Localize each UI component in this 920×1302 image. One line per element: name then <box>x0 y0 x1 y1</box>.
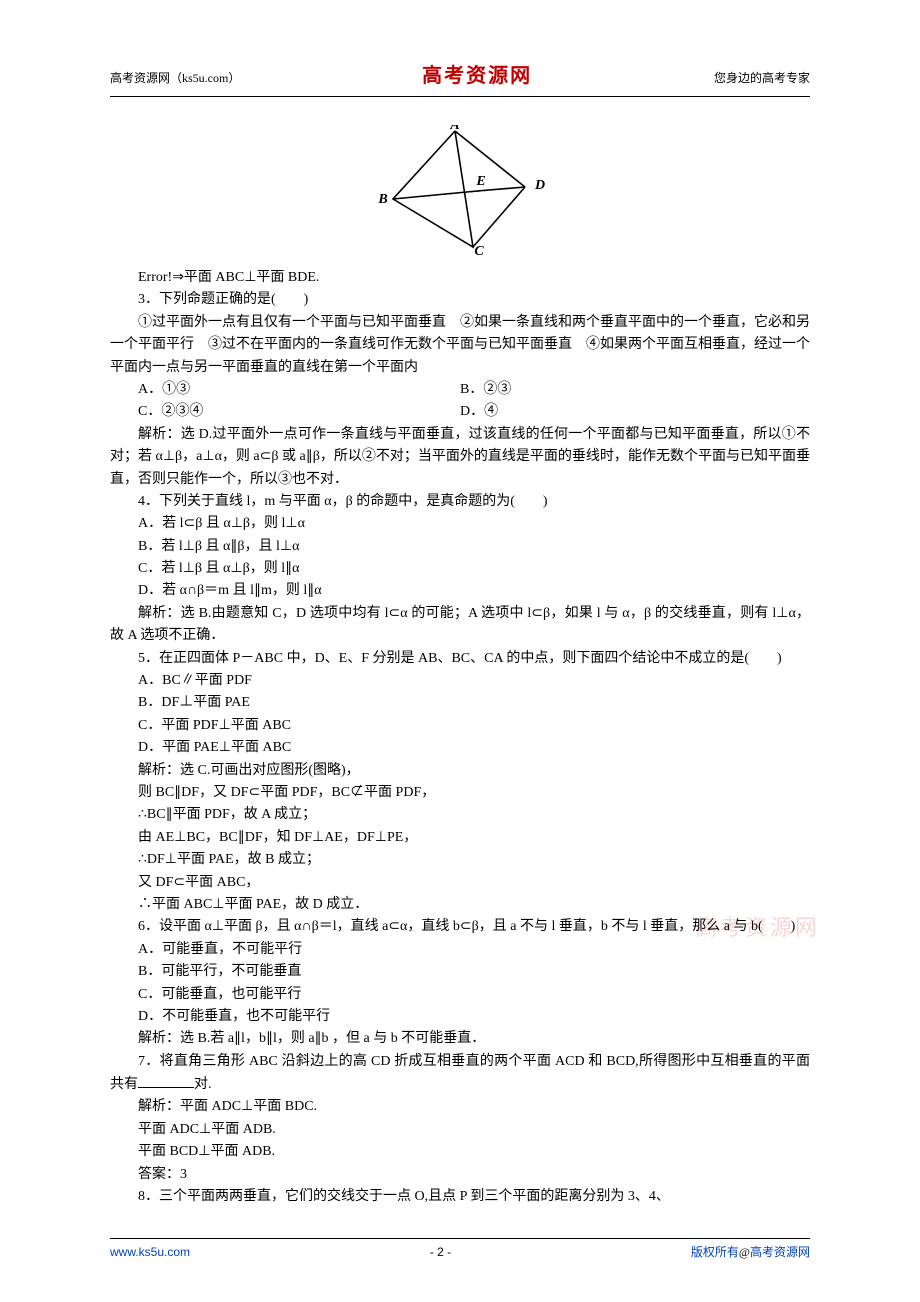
label-A: A <box>449 125 459 133</box>
q5-stem: 5．在正四面体 P－ABC 中，D、E、F 分别是 AB、BC、CA 的中点，则… <box>110 648 810 670</box>
q7-stem-post: 对. <box>194 1077 212 1092</box>
q5-opt-A: A．BC∥平面 PDF <box>110 670 810 692</box>
header-center-logo: 高考资源网 <box>422 60 532 92</box>
q3-body: ①过平面外一点有且仅有一个平面与已知平面垂直 ②如果一条直线和两个垂直平面中的一… <box>110 312 810 379</box>
q5-opt-D: D．平面 PAE⊥平面 ABC <box>110 737 810 759</box>
q6-opt-B: B．可能平行，不可能垂直 <box>110 961 810 983</box>
q3-head: 3．下列命题正确的是( ) <box>110 289 810 311</box>
q7-stem: 7．将直角三角形 ABC 沿斜边上的高 CD 折成互相垂直的两个平面 ACD 和… <box>110 1051 810 1097</box>
pre-line: Error!⇒平面 ABC⊥平面 BDE. <box>110 267 810 289</box>
q5-ans-1: 则 BC∥DF，又 DF⊂平面 PDF，BC⊄平面 PDF， <box>110 782 810 804</box>
q7-ans-3: 答案：3 <box>110 1164 810 1186</box>
q4-ans: 解析：选 B.由题意知 C，D 选项中均有 l⊂α 的可能；A 选项中 l⊂β，… <box>110 603 810 648</box>
q3-opts-row2: C．②③④ D．④ <box>110 401 810 423</box>
q3-opt-A: A．①③ <box>110 379 460 401</box>
q3-opt-C: C．②③④ <box>110 401 460 423</box>
q6-ans: 解析：选 B.若 a∥l，b∥l，则 a∥b ，但 a 与 b 不可能垂直． <box>110 1028 810 1050</box>
q7-ans-0: 解析：平面 ADC⊥平面 BDC. <box>110 1096 810 1118</box>
header-left: 高考资源网（ks5u.com） <box>110 69 240 88</box>
label-B: B <box>377 192 387 207</box>
q5-ans-2: ∴BC∥平面 PDF，故 A 成立； <box>110 804 810 826</box>
q6-opt-D: D．不可能垂直，也不可能平行 <box>110 1006 810 1028</box>
footer-right-prefix: 版权所有 <box>691 1245 739 1259</box>
footer-url: www.ks5u.com <box>110 1243 190 1262</box>
q3-ans: 解析：选 D.过平面外一点可作一条直线与平面垂直，过该直线的任何一个平面都与已知… <box>110 424 810 491</box>
q3-opts-row1: A．①③ B．②③ <box>110 379 810 401</box>
q5-opt-C: C．平面 PDF⊥平面 ABC <box>110 715 810 737</box>
tetrahedron-diagram: A B C D E <box>110 125 810 255</box>
q8-stem: 8．三个平面两两垂直，它们的交线交于一点 O,且点 P 到三个平面的距离分别为 … <box>110 1186 810 1208</box>
label-D: D <box>534 178 545 193</box>
fill-blank <box>138 1073 194 1088</box>
q5-ans-6: ∴平面 ABC⊥平面 PAE，故 D 成立． <box>110 894 810 916</box>
content-body: Error!⇒平面 ABC⊥平面 BDE. 3．下列命题正确的是( ) ①过平面… <box>110 267 810 1208</box>
q6-opt-C: C．可能垂直，也可能平行 <box>110 984 810 1006</box>
header-right: 您身边的高考专家 <box>714 69 810 88</box>
footer-copyright: 版权所有@高考资源网 <box>691 1243 810 1262</box>
q7-ans-2: 平面 BCD⊥平面 ADB. <box>110 1141 810 1163</box>
q5-ans-3: 由 AE⊥BC，BC∥DF，知 DF⊥AE，DF⊥PE， <box>110 827 810 849</box>
label-C: C <box>474 244 484 255</box>
q6-opt-A: A．可能垂直，不可能平行 <box>110 939 810 961</box>
q5-ans-4: ∴DF⊥平面 PAE，故 B 成立； <box>110 849 810 871</box>
q3-opt-D: D．④ <box>460 401 810 423</box>
q3-opt-B: B．②③ <box>460 379 810 401</box>
q4-opt-C: C．若 l⊥β 且 α⊥β，则 l∥α <box>110 558 810 580</box>
label-E: E <box>475 174 485 189</box>
q5-opt-B: B．DF⊥平面 PAE <box>110 692 810 714</box>
q7-stem-pre: 7．将直角三角形 ABC 沿斜边上的高 CD 折成互相垂直的两个平面 ACD 和… <box>110 1054 810 1092</box>
q7-ans-1: 平面 ADC⊥平面 ADB. <box>110 1119 810 1141</box>
q6-stem: 6．设平面 α⊥平面 β，且 α∩β＝l，直线 a⊂α，直线 b⊂β，且 a 不… <box>110 916 810 938</box>
q4-stem: 4．下列关于直线 l，m 与平面 α，β 的命题中，是真命题的为( ) <box>110 491 810 513</box>
q5-ans-5: 又 DF⊂平面 ABC， <box>110 872 810 894</box>
footer-right-suffix: 高考资源网 <box>750 1245 810 1259</box>
q5-ans-0: 解析：选 C.可画出对应图形(图略)， <box>110 760 810 782</box>
page-header: 高考资源网（ks5u.com） 高考资源网 您身边的高考专家 <box>110 60 810 97</box>
footer-page-number: - 2 - <box>430 1243 451 1262</box>
q4-opt-A: A．若 l⊂β 且 α⊥β，则 l⊥α <box>110 513 810 535</box>
q4-opt-D: D．若 α∩β＝m 且 l∥m，则 l∥α <box>110 580 810 602</box>
q4-opt-B: B．若 l⊥β 且 α∥β，且 l⊥α <box>110 536 810 558</box>
geometry-svg: A B C D E <box>375 125 545 255</box>
page-footer: www.ks5u.com - 2 - 版权所有@高考资源网 <box>110 1238 810 1262</box>
footer-right-at: @ <box>739 1245 750 1259</box>
